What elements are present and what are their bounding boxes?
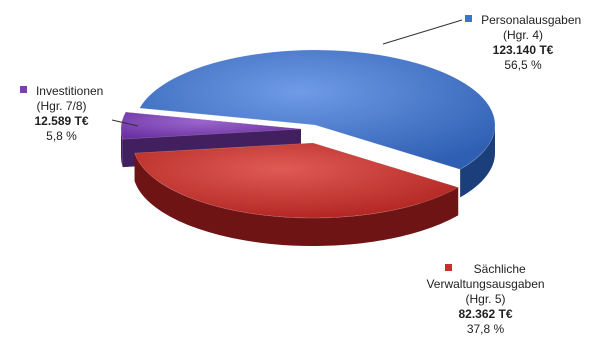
slice-side-saechliche [134,153,459,246]
slice-percent-saechliche: 37,8 % [466,322,505,336]
slice-percent-investitionen: 5,8 % [46,129,77,143]
slice-value-investitionen: 12.589 T€ [34,114,89,128]
legend-swatch-saechliche [445,264,453,271]
slice-personalausgaben [139,49,496,170]
slice-name-personalausgaben: Personalausgaben [481,13,582,27]
slice-investitionen [120,111,302,140]
slice-group-saechliche: (Hgr. 5) [465,292,506,306]
legend-swatch-investitionen [19,86,27,93]
label-investitionen: Investitionen (Hgr. 7/8) 12.589 T€ 5,8 % [4,84,119,144]
slice-group-investitionen: (Hgr. 7/8) [36,99,87,113]
slice-name-saechliche-line2: Verwaltungsausgaben [426,277,545,291]
slice-saechliche [134,142,459,219]
slice-name-saechliche-line1: Sächliche [473,262,526,276]
slice-side-personalausgaben [460,125,495,198]
leader-line-personalausgaben [382,19,463,45]
slice-side-investitionen [121,129,123,168]
label-saechliche-verwaltungsausgaben: Sächliche Verwaltungsausgaben (Hgr. 5) 8… [398,262,573,337]
slice-name-investitionen: Investitionen [35,84,104,98]
slice-value-personalausgaben: 123.140 T€ [492,43,554,57]
slice-percent-personalausgaben: 56,5 % [504,58,542,72]
label-personalausgaben: Personalausgaben (Hgr. 4) 123.140 T€ 56,… [458,13,588,73]
leader-line-investitionen [111,119,139,127]
slice-group-personalausgaben: (Hgr. 4) [502,28,543,42]
slice-value-saechliche: 82.362 T€ [458,307,513,321]
legend-swatch-personalausgaben [464,15,472,22]
